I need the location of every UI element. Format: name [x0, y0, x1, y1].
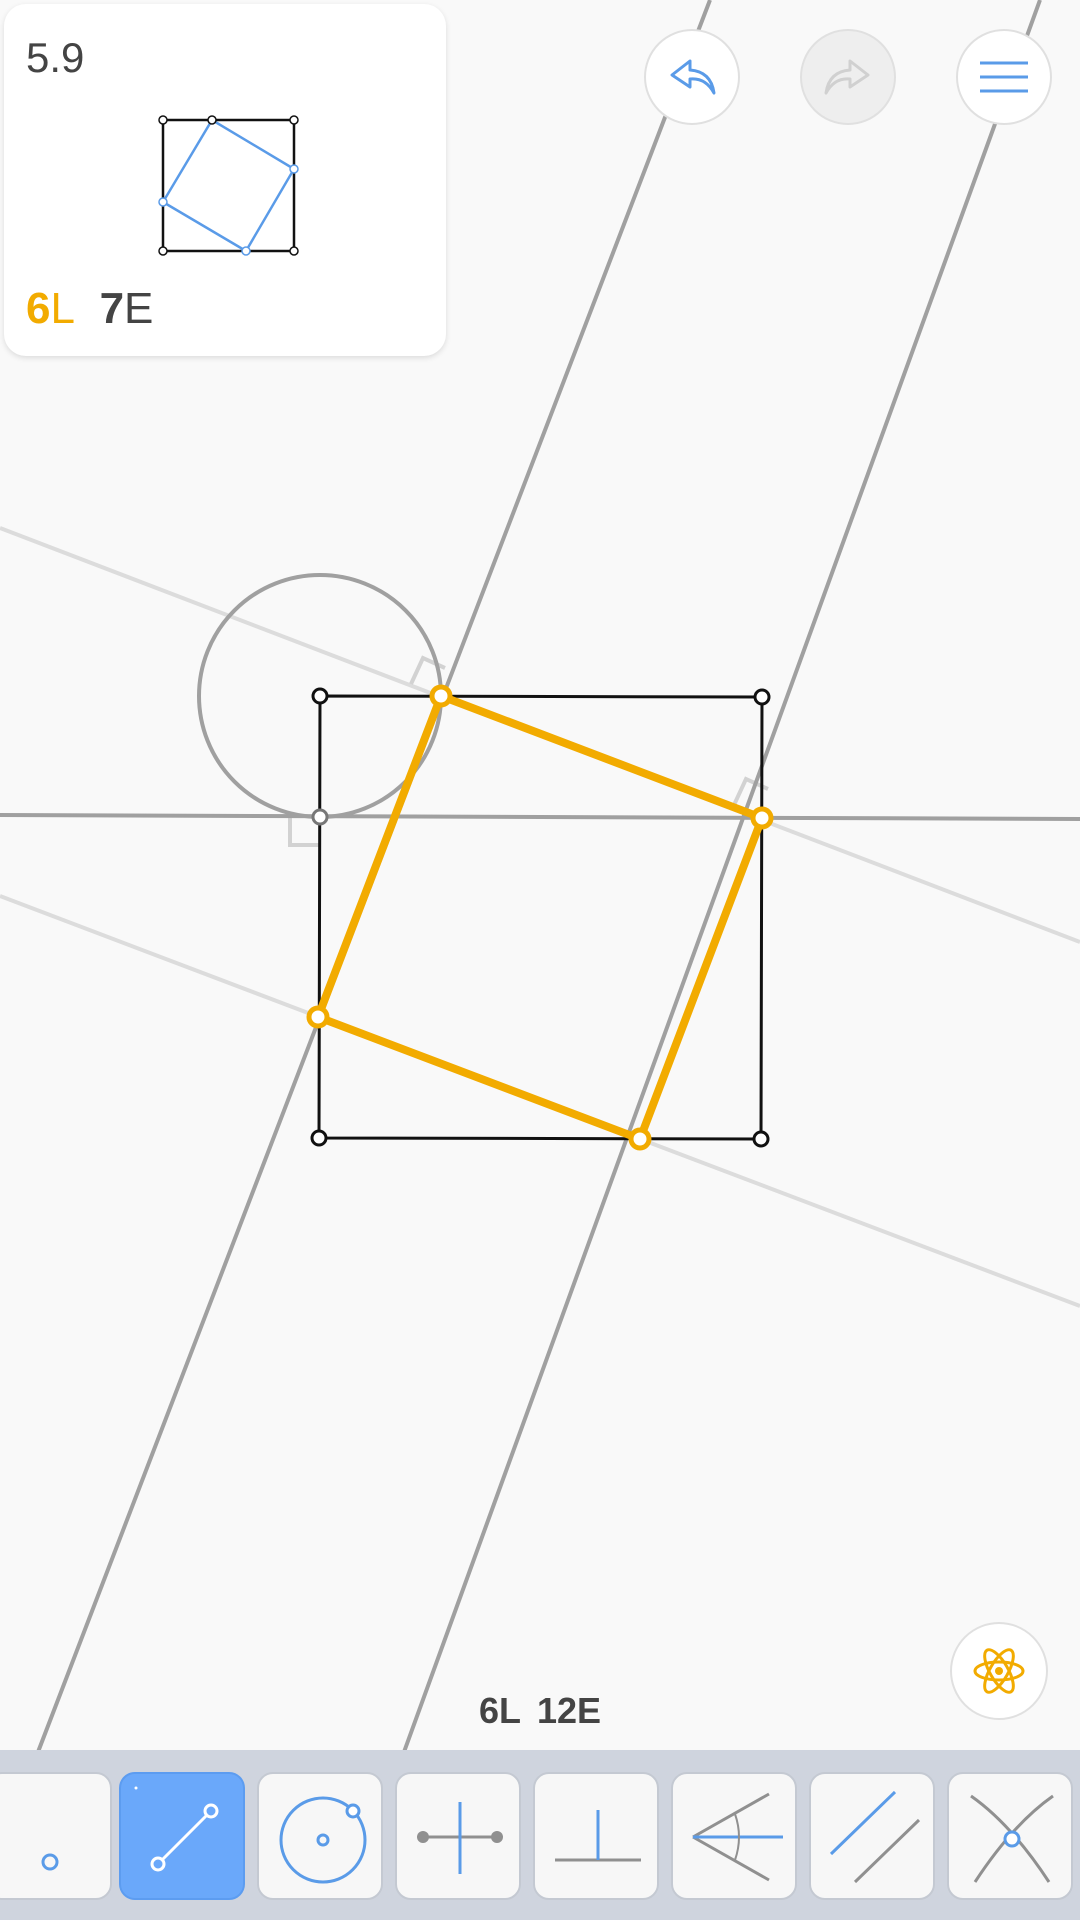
tool-perpendicular-bisector[interactable]	[395, 1772, 521, 1900]
redo-icon	[824, 59, 870, 95]
goal-e: 7E	[99, 284, 154, 333]
angle-bisector-icon	[692, 1792, 783, 1882]
circle-icon	[279, 1796, 367, 1884]
tool-angle-bisector[interactable]	[671, 1772, 797, 1900]
solution-vertex[interactable]	[306, 1005, 330, 1029]
tool-perpendicular[interactable]	[533, 1772, 659, 1900]
solution-vertex[interactable]	[628, 1127, 652, 1151]
solution-vertex[interactable]	[429, 684, 453, 708]
goal-l: 6L	[26, 284, 74, 333]
undo-icon	[670, 59, 716, 95]
tool-intersect[interactable]	[947, 1772, 1073, 1900]
menu-icon	[980, 61, 1028, 93]
intersect-icon	[970, 1794, 1054, 1883]
hint-button[interactable]	[950, 1622, 1048, 1720]
line-icon	[134, 1786, 219, 1872]
tool-parallel[interactable]	[809, 1772, 935, 1900]
tool-point[interactable]	[0, 1772, 112, 1900]
atom-icon	[973, 1648, 1025, 1694]
square-corner-point[interactable]	[311, 687, 329, 705]
menu-button[interactable]	[956, 29, 1052, 125]
target-square	[317, 694, 764, 1141]
counter-e: 12E	[536, 1690, 602, 1731]
tool-circle[interactable]	[257, 1772, 383, 1900]
parallel-icon	[829, 1790, 921, 1884]
move-counter: 6L 12E	[0, 1690, 1080, 1732]
slanted-line-right	[402, 0, 1042, 1753]
square-corner-point[interactable]	[310, 1129, 328, 1147]
perpendicular-bisector-icon	[417, 1802, 503, 1874]
horizontal-line	[0, 813, 1080, 821]
square-corner-point[interactable]	[752, 1130, 770, 1148]
undo-button[interactable]	[644, 29, 740, 125]
tool-line[interactable]	[119, 1772, 245, 1900]
level-card[interactable]: 5.9 6L 7E	[4, 4, 446, 356]
counter-l: 6L	[478, 1690, 521, 1731]
square-corner-point[interactable]	[753, 688, 771, 706]
redo-button[interactable]	[800, 29, 896, 125]
solution-vertex[interactable]	[750, 806, 774, 830]
level-number: 5.9	[26, 34, 85, 81]
point-icon	[41, 1853, 59, 1871]
solution-square	[314, 692, 766, 1143]
perpendicular-icon	[555, 1810, 641, 1862]
level-preview-icon	[158, 115, 299, 256]
circle-tangent-point[interactable]	[311, 808, 329, 826]
tool-bar	[0, 1750, 1080, 1920]
right-angle-marker	[288, 813, 320, 847]
level-goal: 6L 7E	[26, 284, 153, 334]
